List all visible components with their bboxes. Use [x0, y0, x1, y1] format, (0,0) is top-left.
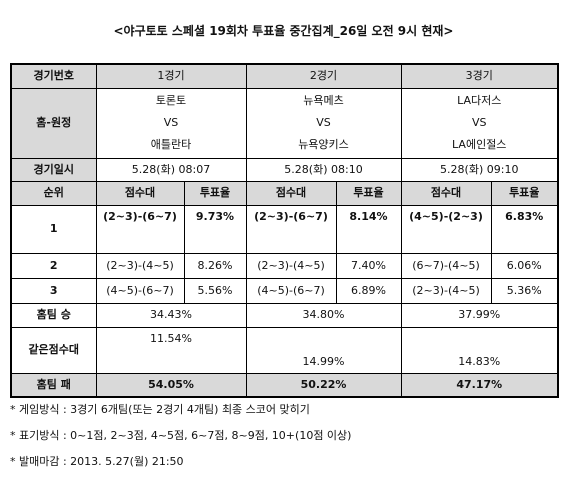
table-row: 순위 점수대 투표율 점수대 투표율 점수대 투표율 [10, 180, 559, 206]
title: <야구토토 스페셜 19회차 투표율 중간집계_26일 오전 9시 현재> [113, 24, 454, 38]
game-header: 1경기 [95, 63, 247, 89]
score-range: (4~5)-(2~3) [400, 204, 492, 254]
outcome-rate: 50.22% [245, 372, 402, 398]
score-range: (6~7)-(4~5) [400, 252, 492, 279]
row-label: 순위 [10, 180, 97, 206]
row-label: 경기일시 [10, 157, 97, 182]
note: * 표기방식 : 0~1점, 2~3점, 4~5점, 6~7점, 8~9점, 1… [10, 429, 352, 442]
table-row: 경기일시 5.28(화) 08:07 5.28(화) 08:10 5.28(화) 09… [10, 157, 559, 182]
table-row: 3 (4~5)-(6~7) 5.56% (4~5)-(6~7) 6.89% (2~3)-(… [10, 277, 559, 304]
outcome-rate: 11.54% [95, 326, 247, 374]
score-range: (4~5)-(6~7) [95, 277, 185, 304]
col-header: 점수대 [245, 180, 337, 206]
vote-rate: 6.06% [490, 252, 559, 279]
team-away: 애틀란타 [150, 138, 192, 151]
col-header: 점수대 [400, 180, 492, 206]
score-range: (2~3)-(4~5) [245, 252, 337, 279]
vote-rate: 9.73% [183, 204, 247, 254]
row-label: 홈-원정 [10, 87, 97, 159]
row-label: 홈팀 패 [10, 372, 97, 398]
row-label: 홈팀 승 [10, 302, 97, 328]
vote-table: 경기번호 1경기 2경기 3경기 홈-원정 토론토 VS 애틀란타 뉴욕메츠 VS 뉴욕양키스 LA다… [10, 63, 559, 398]
matchup: LA다저스 VS LA에인절스 [400, 87, 559, 159]
vote-rate: 5.56% [183, 277, 247, 304]
col-header: 점수대 [95, 180, 185, 206]
col-header: 투표율 [183, 180, 247, 206]
outcome-rate: 47.17% [400, 372, 559, 398]
outcome-rate: 14.99% [245, 326, 402, 374]
team-home: LA다저스 [457, 94, 502, 107]
game-time: 5.28(화) 08:07 [95, 157, 247, 182]
outcome-rate: 54.05% [95, 372, 247, 398]
row-label: 경기번호 [10, 63, 97, 89]
team-away: 뉴욕양키스 [298, 138, 349, 151]
outcome-rate: 14.83% [400, 326, 559, 374]
score-range: (2~3)-(4~5) [400, 277, 492, 304]
col-header: 투표율 [490, 180, 559, 206]
team-home: 뉴욕메츠 [303, 94, 344, 107]
rank: 3 [10, 277, 97, 304]
table-row: 홈-원정 토론토 VS 애틀란타 뉴욕메츠 VS 뉴욕양키스 LA다저스 VS LA에인절스 [10, 87, 559, 159]
game-header: 2경기 [245, 63, 402, 89]
vote-rate: 6.89% [335, 277, 402, 304]
col-header: 투표율 [335, 180, 402, 206]
team-vs: VS [471, 116, 487, 129]
score-range: (2~3)-(6~7) [245, 204, 337, 254]
table-row: 같은점수대 11.54% 14.99% 14.83% [10, 326, 559, 374]
table-row: 2 (2~3)-(4~5) 8.26% (2~3)-(4~5) 7.40% (6~7)-(… [10, 252, 559, 279]
outcome-rate: 37.99% [400, 302, 559, 328]
rank: 1 [10, 204, 97, 254]
table-row: 홈팀 승 34.43% 34.80% 37.99% [10, 302, 559, 328]
matchup: 토론토 VS 애틀란타 [95, 87, 247, 159]
note: * 발매마감 : 2013. 5.27(월) 21:50 [10, 455, 184, 468]
vote-rate: 6.83% [490, 204, 559, 254]
table-row: 경기번호 1경기 2경기 3경기 [10, 63, 559, 89]
rank: 2 [10, 252, 97, 279]
table-row: 홈팀 패 54.05% 50.22% 47.17% [10, 372, 559, 398]
note: * 게임방식 : 3경기 6개팀(또는 2경기 4개팀) 최종 스코어 맞히기 [10, 403, 310, 416]
team-home: 토론토 [155, 94, 187, 107]
row-label: 같은점수대 [10, 326, 97, 374]
outcome-rate: 34.43% [95, 302, 247, 328]
matchup: 뉴욕메츠 VS 뉴욕양키스 [245, 87, 402, 159]
table-row: 1 (2~3)-(6~7) 9.73% (2~3)-(6~7) 8.14% (4~5)-(… [10, 204, 559, 254]
game-time: 5.28(화) 08:10 [245, 157, 402, 182]
score-range: (4~5)-(6~7) [245, 277, 337, 304]
score-range: (2~3)-(6~7) [95, 204, 185, 254]
table-body: 경기번호 1경기 2경기 3경기 홈-원정 토론토 VS 애틀란타 뉴욕메츠 VS 뉴욕양키스 LA다… [10, 63, 559, 398]
game-header: 3경기 [400, 63, 559, 89]
vote-rate: 8.14% [335, 204, 402, 254]
game-time: 5.28(화) 09:10 [400, 157, 559, 182]
vote-rate: 8.26% [183, 252, 247, 279]
notes: * 게임방식 : 3경기 6개팀(또는 2경기 4개팀) 최종 스코어 맞히기 *… [10, 400, 351, 478]
team-away: LA에인절스 [452, 138, 507, 151]
outcome-rate: 34.80% [245, 302, 402, 328]
score-range: (2~3)-(4~5) [95, 252, 185, 279]
vote-rate: 7.40% [335, 252, 402, 279]
vote-rate: 5.36% [490, 277, 559, 304]
team-vs: VS [316, 116, 331, 129]
team-vs: VS [163, 116, 179, 129]
